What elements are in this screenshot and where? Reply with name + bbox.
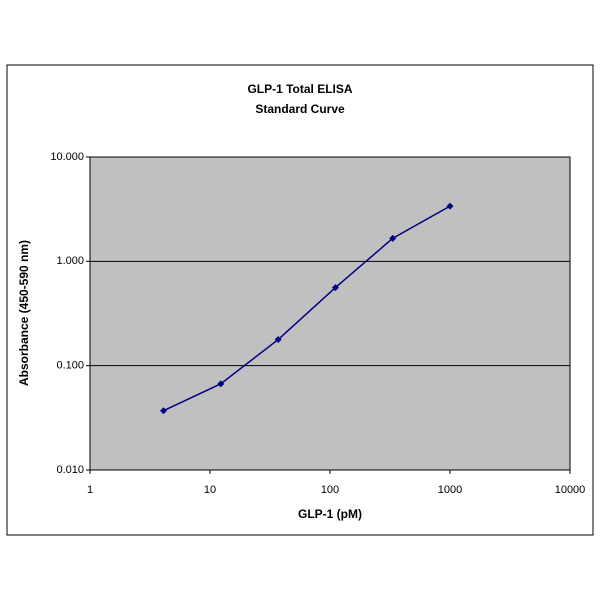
x-tick-label: 100 <box>321 484 339 496</box>
x-tick-label: 1 <box>87 484 93 496</box>
y-tick-label: 1.000 <box>56 255 84 267</box>
data-point <box>389 234 397 242</box>
chart-title: GLP-1 Total ELISA <box>247 82 352 96</box>
y-axis-label: Absorbance (450-590 nm) <box>17 240 31 386</box>
x-tick-label: 10000 <box>555 484 586 496</box>
data-point <box>274 336 282 344</box>
data-point <box>217 380 225 388</box>
series-line <box>163 205 451 412</box>
x-tick-label: 10 <box>204 484 216 496</box>
x-tick-label: 1000 <box>438 484 462 496</box>
y-tick-label: 10.000 <box>50 151 84 163</box>
data-point <box>446 202 454 210</box>
x-axis-label: GLP-1 (pM) <box>298 507 362 521</box>
y-tick-label: 0.100 <box>56 360 84 372</box>
data-point <box>331 284 339 292</box>
plot-area <box>89 156 571 471</box>
data-point <box>160 407 168 415</box>
chart-subtitle: Standard Curve <box>255 102 345 116</box>
y-tick-label: 0.010 <box>56 464 84 476</box>
